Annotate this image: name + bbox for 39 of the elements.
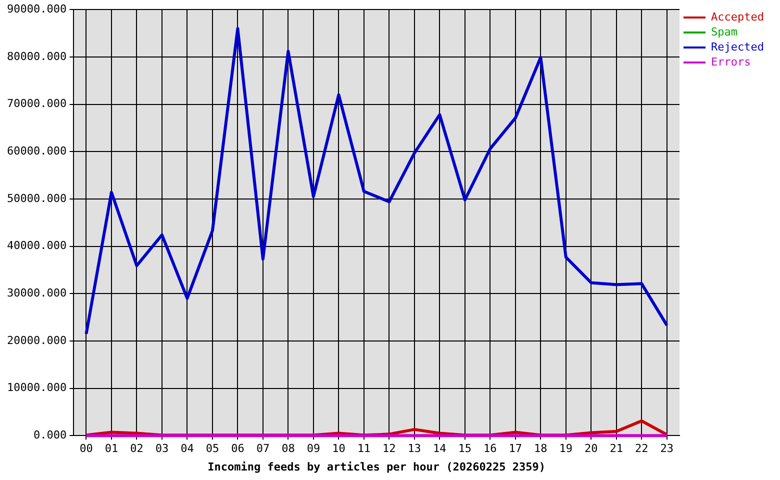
legend-label: Errors (711, 55, 751, 68)
x-tick-label: 06 (231, 442, 244, 456)
x-tick-label: 11 (357, 442, 371, 456)
y-tick-label: 60000.000 (6, 144, 67, 158)
legend-label: Spam (711, 25, 738, 38)
x-tick-label: 23 (660, 442, 674, 456)
x-axis-title: Incoming feeds by articles per hour (20260225 2359) (208, 460, 546, 474)
legend-label: Accepted (711, 10, 764, 24)
x-tick-label: 01 (104, 442, 118, 456)
y-tick-label: 90000.000 (6, 2, 67, 16)
y-tick-label: 50000.000 (6, 192, 67, 205)
x-tick-label: 09 (306, 442, 320, 456)
y-tick-label: 20000.000 (6, 334, 67, 347)
x-tick-label: 21 (610, 442, 624, 456)
x-tick-label: 00 (80, 442, 93, 456)
x-tick-label: 15 (458, 442, 472, 456)
x-tick-label: 17 (508, 442, 522, 456)
x-tick-label: 20 (584, 442, 598, 456)
x-tick-label: 14 (433, 442, 447, 456)
y-tick-label: 30000.000 (6, 286, 67, 300)
x-tick-label: 18 (534, 442, 548, 456)
x-tick-label: 19 (559, 442, 573, 456)
x-tick-label: 05 (206, 442, 220, 456)
x-tick-label: 10 (332, 442, 346, 456)
y-tick-label: 0.000 (33, 428, 67, 442)
x-tick-label: 03 (155, 442, 169, 456)
legend-label: Rejected (711, 40, 764, 54)
y-tick-label: 40000.000 (6, 239, 67, 252)
x-tick-label: 04 (180, 442, 194, 456)
x-tick-label: 16 (484, 442, 497, 456)
y-tick-label: 80000.000 (6, 50, 67, 63)
y-tick-label: 10000.000 (6, 381, 67, 394)
x-tick-label: 02 (130, 442, 144, 456)
x-tick-label: 07 (256, 442, 270, 456)
x-tick-label: 13 (408, 442, 422, 456)
x-tick-label: 12 (382, 442, 396, 456)
x-tick-label: 08 (282, 442, 295, 456)
y-tick-label: 70000.000 (6, 97, 67, 110)
x-tick-label: 22 (635, 442, 648, 456)
